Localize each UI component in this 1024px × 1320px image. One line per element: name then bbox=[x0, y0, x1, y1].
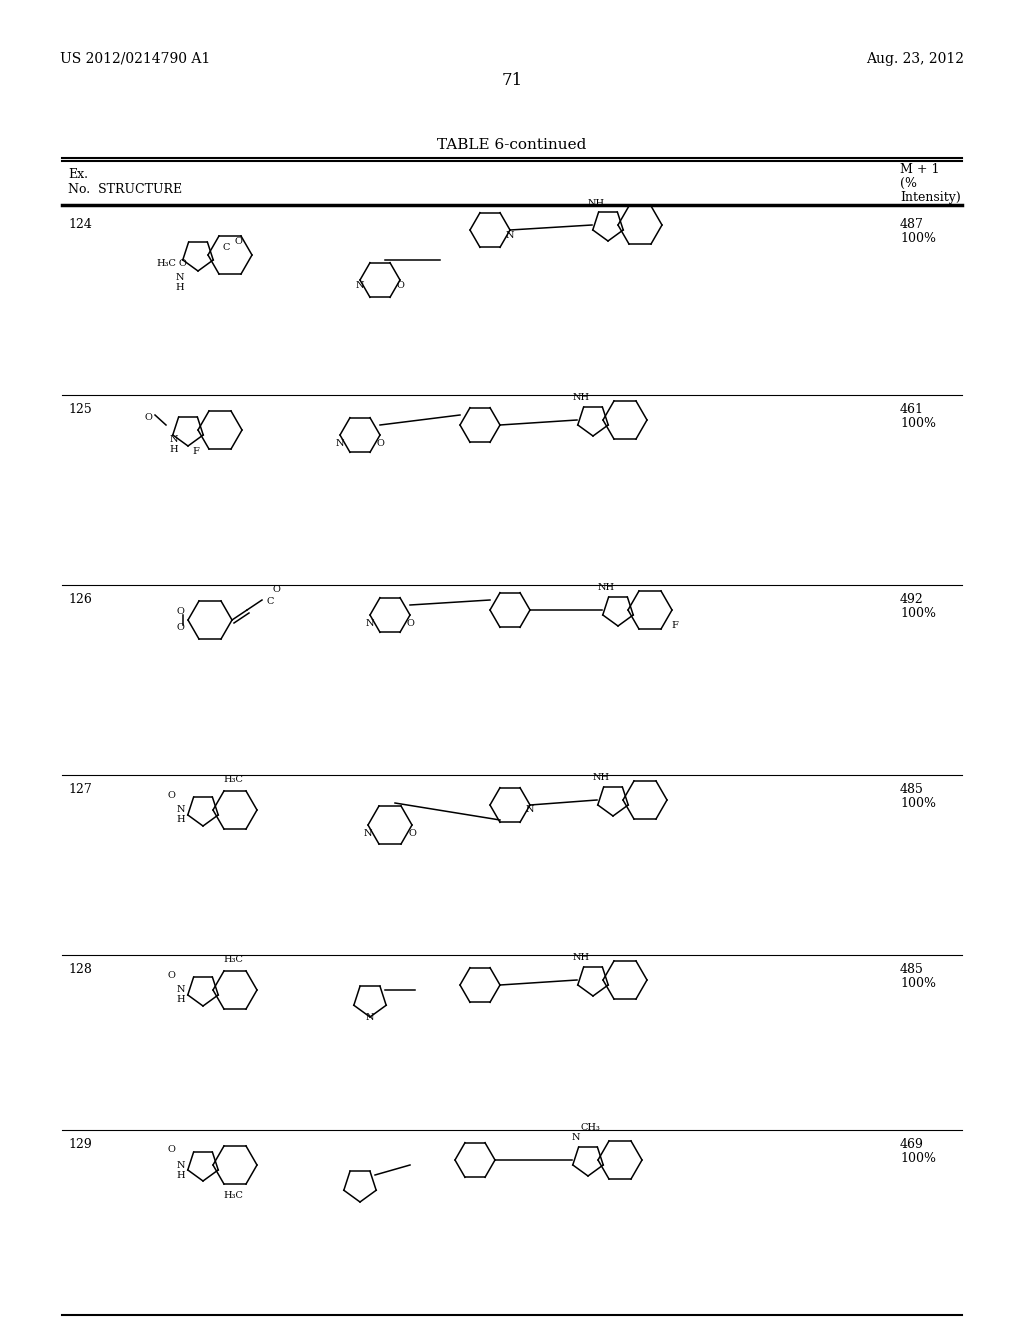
Text: O: O bbox=[407, 619, 414, 627]
Text: NH: NH bbox=[572, 953, 590, 962]
Text: NH: NH bbox=[588, 198, 604, 207]
Text: H₃C: H₃C bbox=[223, 1191, 243, 1200]
Text: (%: (% bbox=[900, 177, 918, 190]
Text: H: H bbox=[177, 995, 185, 1005]
Text: N: N bbox=[364, 829, 373, 837]
Text: M + 1: M + 1 bbox=[900, 162, 939, 176]
Text: H₃C: H₃C bbox=[223, 956, 243, 965]
Text: TABLE 6-continued: TABLE 6-continued bbox=[437, 139, 587, 152]
Text: 100%: 100% bbox=[900, 797, 936, 810]
Text: O: O bbox=[167, 970, 175, 979]
Text: Ex.: Ex. bbox=[68, 168, 88, 181]
Text: 487: 487 bbox=[900, 218, 924, 231]
Text: N: N bbox=[355, 281, 365, 289]
Text: N: N bbox=[506, 231, 514, 239]
Text: 127: 127 bbox=[68, 783, 92, 796]
Text: N: N bbox=[177, 1160, 185, 1170]
Text: C: C bbox=[266, 598, 273, 606]
Text: 485: 485 bbox=[900, 964, 924, 975]
Text: N: N bbox=[170, 436, 178, 445]
Text: 100%: 100% bbox=[900, 232, 936, 246]
Text: NH: NH bbox=[597, 583, 614, 593]
Text: O: O bbox=[272, 586, 280, 594]
Text: H: H bbox=[177, 816, 185, 825]
Text: O: O bbox=[167, 1146, 175, 1155]
Text: O: O bbox=[178, 259, 186, 268]
Text: N: N bbox=[571, 1134, 581, 1143]
Text: 128: 128 bbox=[68, 964, 92, 975]
Text: O: O bbox=[167, 791, 175, 800]
Text: CH₃: CH₃ bbox=[580, 1123, 600, 1133]
Text: H₃C: H₃C bbox=[156, 259, 176, 268]
Text: N: N bbox=[366, 619, 374, 627]
Text: US 2012/0214790 A1: US 2012/0214790 A1 bbox=[60, 51, 210, 66]
Text: H: H bbox=[176, 282, 184, 292]
Text: 100%: 100% bbox=[900, 977, 936, 990]
Text: O: O bbox=[234, 236, 242, 246]
Text: 129: 129 bbox=[68, 1138, 92, 1151]
Text: 461: 461 bbox=[900, 403, 924, 416]
Text: 71: 71 bbox=[502, 73, 522, 88]
Text: Aug. 23, 2012: Aug. 23, 2012 bbox=[866, 51, 964, 66]
Text: 492: 492 bbox=[900, 593, 924, 606]
Text: O: O bbox=[376, 438, 384, 447]
Text: O: O bbox=[176, 623, 184, 632]
Text: N: N bbox=[176, 272, 184, 281]
Text: 125: 125 bbox=[68, 403, 92, 416]
Text: O: O bbox=[176, 607, 184, 616]
Text: O: O bbox=[396, 281, 403, 289]
Text: No.  STRUCTURE: No. STRUCTURE bbox=[68, 183, 182, 195]
Text: Intensity): Intensity) bbox=[900, 191, 961, 205]
Text: 100%: 100% bbox=[900, 607, 936, 620]
Text: O: O bbox=[408, 829, 416, 837]
Text: N: N bbox=[177, 805, 185, 814]
Text: F: F bbox=[672, 620, 679, 630]
Text: N: N bbox=[366, 1012, 374, 1022]
Text: 124: 124 bbox=[68, 218, 92, 231]
Text: H: H bbox=[170, 446, 178, 454]
Text: C: C bbox=[222, 243, 229, 252]
Text: H: H bbox=[177, 1171, 185, 1180]
Text: H₃C: H₃C bbox=[223, 776, 243, 784]
Text: 126: 126 bbox=[68, 593, 92, 606]
Text: 469: 469 bbox=[900, 1138, 924, 1151]
Text: N: N bbox=[336, 438, 344, 447]
Text: O: O bbox=[144, 413, 152, 422]
Text: NH: NH bbox=[572, 393, 590, 403]
Text: 100%: 100% bbox=[900, 417, 936, 430]
Text: 100%: 100% bbox=[900, 1152, 936, 1166]
Text: NH: NH bbox=[593, 774, 609, 783]
Text: F: F bbox=[193, 447, 200, 457]
Text: 485: 485 bbox=[900, 783, 924, 796]
Text: N: N bbox=[525, 805, 535, 814]
Text: N: N bbox=[177, 986, 185, 994]
